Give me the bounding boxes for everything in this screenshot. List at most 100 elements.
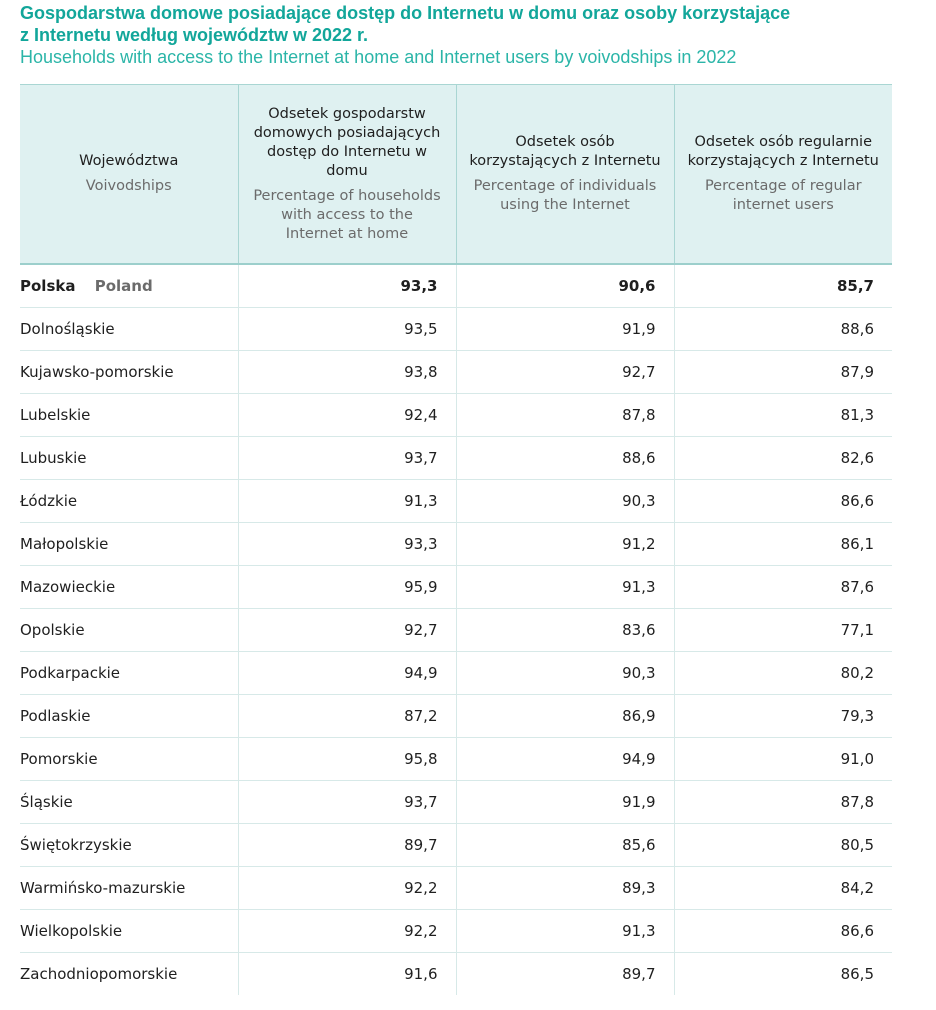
cell-regular: 79,3: [673, 694, 892, 738]
cell-regular: 84,2: [673, 866, 892, 910]
table-row: Opolskie 92,7 83,6 77,1: [20, 608, 892, 652]
header-label-en: Voivodships: [85, 178, 172, 194]
header-label-pl: Odsetek osób korzystających z Internetu: [469, 134, 661, 169]
cell-regular: 87,9: [673, 350, 892, 394]
cell-individuals: 92,7: [455, 350, 674, 394]
cell-households: 93,3: [237, 264, 456, 308]
header-regular-users: Odsetek osób regularnie korzystających z…: [673, 84, 892, 265]
cell-voivodship: Podkarpackie: [20, 651, 238, 695]
cell-households: 93,7: [237, 436, 456, 480]
cell-voivodship: Pomorskie: [20, 737, 238, 781]
table-row: Kujawsko-pomorskie 93,8 92,7 87,9: [20, 350, 892, 394]
table-row: Małopolskie 93,3 91,2 86,1: [20, 522, 892, 566]
row-name-cell: Polska Poland: [20, 264, 238, 308]
header-voivodships: Województwa Voivodships: [20, 84, 238, 265]
header-label-en: Percentage of households with access to …: [253, 187, 441, 242]
cell-individuals: 88,6: [455, 436, 674, 480]
cell-voivodship: Małopolskie: [20, 522, 238, 566]
table-row: Mazowieckie 95,9 91,3 87,6: [20, 565, 892, 609]
cell-households: 95,9: [237, 565, 456, 609]
cell-individuals: 90,3: [455, 479, 674, 523]
cell-regular: 81,3: [673, 393, 892, 437]
cell-individuals: 90,6: [455, 264, 674, 308]
cell-households: 92,2: [237, 866, 456, 910]
cell-individuals: 87,8: [455, 393, 674, 437]
cell-individuals: 85,6: [455, 823, 674, 867]
cell-voivodship: Łódzkie: [20, 479, 238, 523]
table-row: Świętokrzyskie 89,7 85,6 80,5: [20, 823, 892, 867]
cell-voivodship: Opolskie: [20, 608, 238, 652]
cell-individuals: 91,3: [455, 909, 674, 953]
cell-voivodship: Mazowieckie: [20, 565, 238, 609]
header-label-pl: Województwa: [79, 153, 179, 169]
cell-individuals: 89,7: [455, 952, 674, 995]
title-polish-line-1: Gospodarstwa domowe posiadające dostęp d…: [20, 3, 791, 23]
table-row-total: Polska Poland 93,3 90,6 85,7: [20, 264, 892, 308]
cell-regular: 82,6: [673, 436, 892, 480]
table-row: Śląskie 93,7 91,9 87,8: [20, 780, 892, 824]
cell-voivodship: Kujawsko-pomorskie: [20, 350, 238, 394]
table-row: Zachodniopomorskie 91,6 89,7 86,5: [20, 952, 892, 995]
cell-individuals: 90,3: [455, 651, 674, 695]
cell-individuals: 89,3: [455, 866, 674, 910]
cell-regular: 80,2: [673, 651, 892, 695]
cell-regular: 87,6: [673, 565, 892, 609]
title-polish-line-2: z Internetu według województw w 2022 r.: [20, 25, 369, 45]
cell-voivodship: Lubuskie: [20, 436, 238, 480]
cell-voivodship: Podlaskie: [20, 694, 238, 738]
cell-households: 91,6: [237, 952, 456, 995]
header-label-pl: Odsetek gospodarstw domowych posiadający…: [253, 105, 441, 179]
header-households: Odsetek gospodarstw domowych posiadający…: [237, 84, 456, 265]
cell-regular: 80,5: [673, 823, 892, 867]
table-row: Lubelskie 92,4 87,8 81,3: [20, 393, 892, 437]
cell-individuals: 94,9: [455, 737, 674, 781]
cell-voivodship: Dolnośląskie: [20, 307, 238, 351]
cell-regular: 86,1: [673, 522, 892, 566]
cell-voivodship: Wielkopolskie: [20, 909, 238, 953]
table-row: Łódzkie 91,3 90,3 86,6: [20, 479, 892, 523]
cell-voivodship: Zachodniopomorskie: [20, 965, 178, 983]
cell-regular: 87,8: [673, 780, 892, 824]
cell-households: 93,7: [237, 780, 456, 824]
header-label-en: Percentage of regular internet users: [704, 178, 862, 213]
table-row: Pomorskie 95,8 94,9 91,0: [20, 737, 892, 781]
header-individuals: Odsetek osób korzystających z Internetu …: [455, 84, 674, 265]
cell-regular: 86,5: [673, 952, 892, 995]
cell-regular: 86,6: [673, 479, 892, 523]
cell-voivodship: Lubelskie: [20, 393, 238, 437]
cell-households: 94,9: [237, 651, 456, 695]
cell-individuals: 91,9: [455, 307, 674, 351]
table-row: Warmińsko-mazurskie 92,2 89,3 84,2: [20, 866, 892, 910]
table-row: Podlaskie 87,2 86,9 79,3: [20, 694, 892, 738]
cell-households: 92,2: [237, 909, 456, 953]
cell-regular: 86,6: [673, 909, 892, 953]
cell-households: 89,7: [237, 823, 456, 867]
table-row: Wielkopolskie 92,2 91,3 86,6: [20, 909, 892, 953]
table-row: Lubuskie 93,7 88,6 82,6: [20, 436, 892, 480]
table-header: Województwa Voivodships Odsetek gospodar…: [20, 84, 892, 265]
data-table: Województwa Voivodships Odsetek gospodar…: [20, 84, 892, 995]
cell-households: 95,8: [237, 737, 456, 781]
cell-voivodship: Warmińsko-mazurskie: [20, 866, 238, 910]
cell-households: 93,5: [237, 307, 456, 351]
cell-regular: 91,0: [673, 737, 892, 781]
cell-individuals: 91,3: [455, 565, 674, 609]
cell-regular: 85,7: [673, 264, 892, 308]
cell-voivodship: Śląskie: [20, 780, 238, 824]
cell-individuals: 83,6: [455, 608, 674, 652]
total-name-pl: Polska: [20, 277, 76, 295]
cell-households: 92,7: [237, 608, 456, 652]
title-english: Households with access to the Internet a…: [20, 47, 737, 67]
cell-households: 93,3: [237, 522, 456, 566]
cell-regular: 88,6: [673, 307, 892, 351]
header-row: Województwa Voivodships Odsetek gospodar…: [20, 84, 892, 265]
cell-individuals: 86,9: [455, 694, 674, 738]
cell-individuals: 91,2: [455, 522, 674, 566]
table-caption: Gospodarstwa domowe posiadające dostęp d…: [20, 2, 920, 68]
cell-individuals: 91,9: [455, 780, 674, 824]
table-body: Polska Poland 93,3 90,6 85,7 Dolnośląski…: [20, 264, 892, 995]
cell-households: 92,4: [237, 393, 456, 437]
table-row: Podkarpackie 94,9 90,3 80,2: [20, 651, 892, 695]
table-row: Dolnośląskie 93,5 91,9 88,6: [20, 307, 892, 351]
cell-households: 87,2: [237, 694, 456, 738]
